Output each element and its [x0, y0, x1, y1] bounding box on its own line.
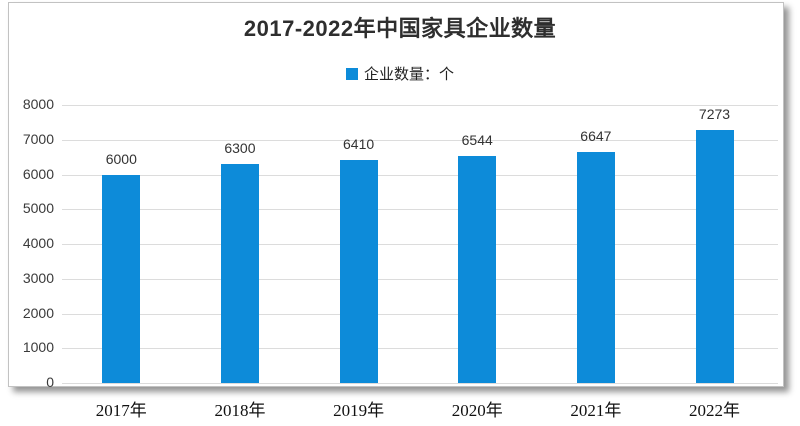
x-axis-label: 2022年: [689, 401, 740, 420]
y-axis-label-6000: 6000: [22, 165, 54, 182]
legend-series-label: 企业数量：个: [363, 66, 454, 83]
bar-value-label: 6410: [343, 136, 375, 153]
y-axis-label-2000: 2000: [22, 304, 54, 321]
bar-2017年: [102, 174, 141, 383]
bar-2019年: [339, 160, 378, 383]
bar-2018年: [220, 164, 259, 383]
y-axis-label-0: 0: [46, 374, 54, 390]
bar-2021年: [576, 152, 615, 383]
y-axis-label-4000: 4000: [22, 235, 54, 251]
x-axis-label: 2021年: [570, 401, 622, 420]
legend-marker-square: [345, 67, 358, 80]
x-axis-label: 2018年: [214, 401, 266, 420]
gridline-4000: [62, 244, 778, 245]
chart-title: 2017-2022年中国家具企业数量: [243, 16, 557, 41]
y-axis-label-7000: 7000: [22, 130, 54, 147]
legend: 企业数量：个: [0, 63, 800, 84]
bar-value-label: 7273: [698, 106, 731, 123]
gridline-6000: [62, 174, 778, 176]
x-axis-label: 2019年: [333, 401, 385, 420]
bar-value-label: 6000: [105, 150, 137, 167]
gridline-0: [62, 383, 778, 384]
gridline-7000: [62, 139, 778, 141]
bar-value-label: 6647: [580, 128, 612, 145]
bar-2022年: [695, 130, 734, 383]
y-axis-label-8000: 8000: [22, 96, 54, 112]
x-axis-label: 2017年: [95, 401, 147, 420]
gridline-1000: [62, 348, 778, 350]
y-axis-label-5000: 5000: [22, 200, 54, 217]
y-axis-label-1000: 1000: [22, 339, 54, 356]
gridline-3000: [62, 278, 778, 280]
gridline-5000: [62, 209, 778, 211]
gridline-2000: [62, 313, 778, 315]
bar-value-label: 6544: [461, 131, 493, 148]
bar-value-label: 6300: [224, 140, 256, 157]
bar-2020年: [458, 155, 497, 383]
y-axis-label-3000: 3000: [22, 269, 54, 286]
x-axis-label: 2020年: [451, 401, 503, 420]
gridline-8000: [62, 105, 778, 106]
